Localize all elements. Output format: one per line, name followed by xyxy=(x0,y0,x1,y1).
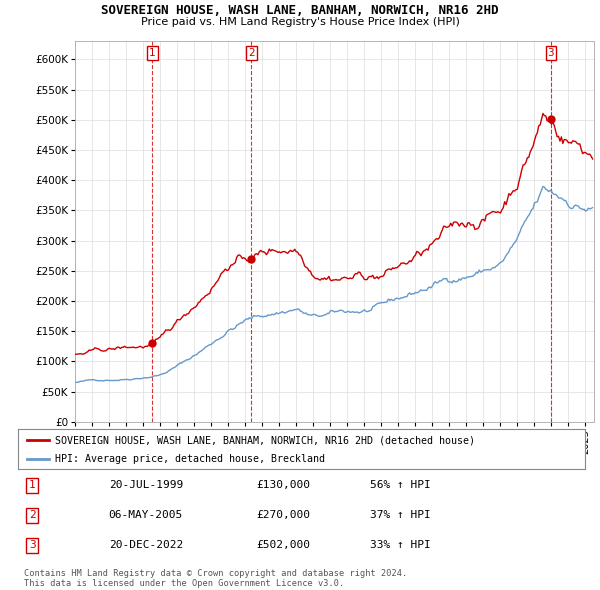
Text: 2: 2 xyxy=(29,510,35,520)
Text: 33% ↑ HPI: 33% ↑ HPI xyxy=(370,540,430,550)
Text: HPI: Average price, detached house, Breckland: HPI: Average price, detached house, Brec… xyxy=(55,454,325,464)
Text: This data is licensed under the Open Government Licence v3.0.: This data is licensed under the Open Gov… xyxy=(24,579,344,588)
Text: £502,000: £502,000 xyxy=(256,540,310,550)
Text: £130,000: £130,000 xyxy=(256,480,310,490)
Text: 3: 3 xyxy=(29,540,35,550)
Text: SOVEREIGN HOUSE, WASH LANE, BANHAM, NORWICH, NR16 2HD (detached house): SOVEREIGN HOUSE, WASH LANE, BANHAM, NORW… xyxy=(55,435,475,445)
Text: 56% ↑ HPI: 56% ↑ HPI xyxy=(370,480,430,490)
Text: £270,000: £270,000 xyxy=(256,510,310,520)
Text: 20-DEC-2022: 20-DEC-2022 xyxy=(109,540,183,550)
Text: Price paid vs. HM Land Registry's House Price Index (HPI): Price paid vs. HM Land Registry's House … xyxy=(140,17,460,27)
Text: 1: 1 xyxy=(149,48,156,58)
Text: 2: 2 xyxy=(248,48,254,58)
Text: 1: 1 xyxy=(29,480,35,490)
Text: SOVEREIGN HOUSE, WASH LANE, BANHAM, NORWICH, NR16 2HD: SOVEREIGN HOUSE, WASH LANE, BANHAM, NORW… xyxy=(101,4,499,17)
Text: Contains HM Land Registry data © Crown copyright and database right 2024.: Contains HM Land Registry data © Crown c… xyxy=(24,569,407,578)
Text: 20-JUL-1999: 20-JUL-1999 xyxy=(109,480,183,490)
Text: 06-MAY-2005: 06-MAY-2005 xyxy=(109,510,183,520)
Text: 3: 3 xyxy=(548,48,554,58)
Text: 37% ↑ HPI: 37% ↑ HPI xyxy=(370,510,430,520)
